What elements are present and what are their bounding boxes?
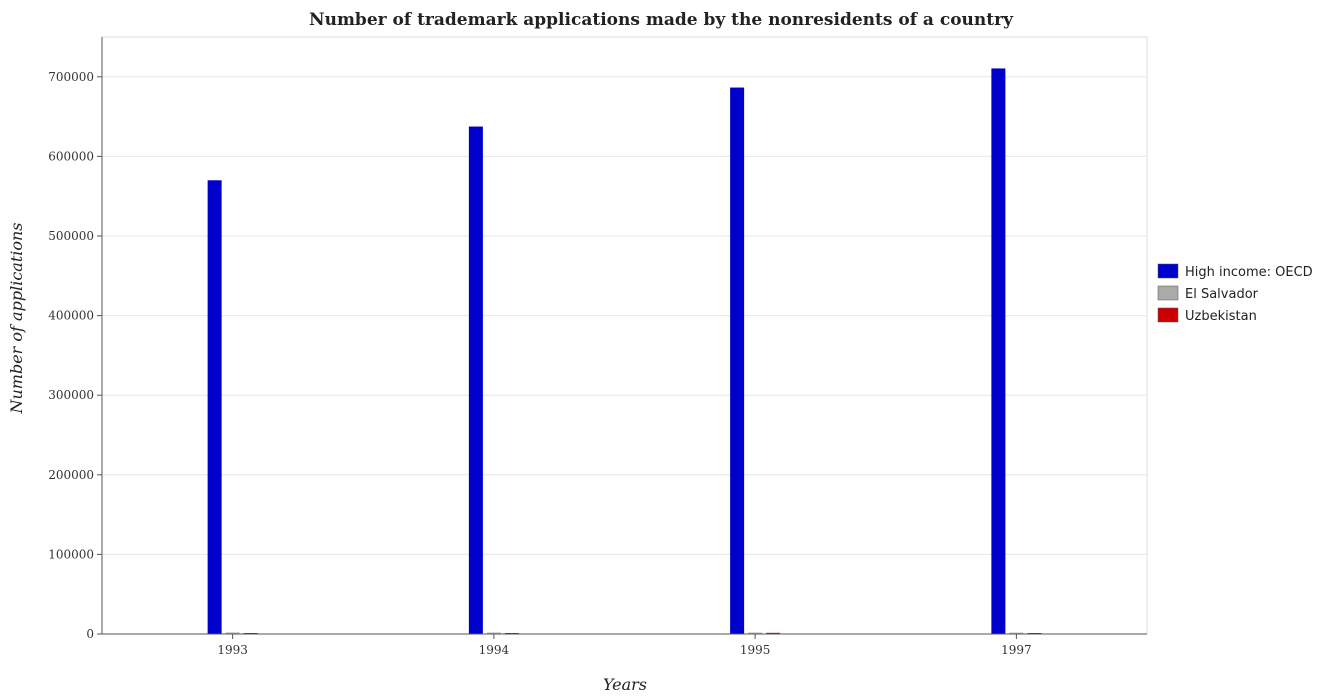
bar-uzbekistan-1995: [766, 632, 781, 634]
x-axis-title: Years: [603, 675, 647, 694]
plot-frame: [101, 36, 1148, 635]
y-tick-label: 400000: [48, 309, 94, 323]
y-axis-title: Number of applications: [7, 222, 26, 414]
y-tick-label: 0: [86, 627, 94, 641]
x-tick-label: 1993: [217, 643, 248, 657]
bar-el-salvador-1995: [748, 632, 763, 634]
y-tick-label: 200000: [48, 468, 94, 482]
bar-high-income-oecd-1995: [730, 87, 745, 634]
bar-el-salvador-1997: [1009, 632, 1024, 634]
legend-label: El Salvador: [1185, 287, 1259, 302]
chart-title: Number of trademark applications made by…: [309, 10, 1014, 30]
legend-label: Uzbekistan: [1185, 309, 1257, 324]
legend: High income: OECD El Salvador Uzbekistan: [1157, 263, 1313, 324]
y-tick-label: 100000: [48, 547, 94, 561]
bar-el-salvador-1993: [225, 632, 240, 634]
y-tick-label: 600000: [48, 149, 94, 163]
y-tick-label: 500000: [48, 229, 94, 243]
legend-label: High income: OECD: [1185, 265, 1313, 280]
bar-el-salvador-1994: [486, 632, 501, 634]
legend-swatch: [1157, 285, 1179, 301]
x-tick-label: 1995: [740, 643, 771, 657]
bar-high-income-oecd-1994: [468, 126, 483, 635]
y-tick-label: 700000: [48, 70, 94, 84]
x-tick-label: 1997: [1001, 643, 1032, 657]
bar-high-income-oecd-1997: [991, 68, 1006, 634]
plot-area: 0 100000 200000 300000 400000 500000 600000 700…: [48, 36, 1148, 657]
legend-swatch: [1157, 307, 1179, 323]
bar-high-income-oecd-1993: [207, 180, 222, 634]
x-tick-label: 1994: [479, 643, 510, 657]
legend-swatch: [1157, 263, 1179, 279]
y-tick-label: 300000: [48, 388, 94, 402]
